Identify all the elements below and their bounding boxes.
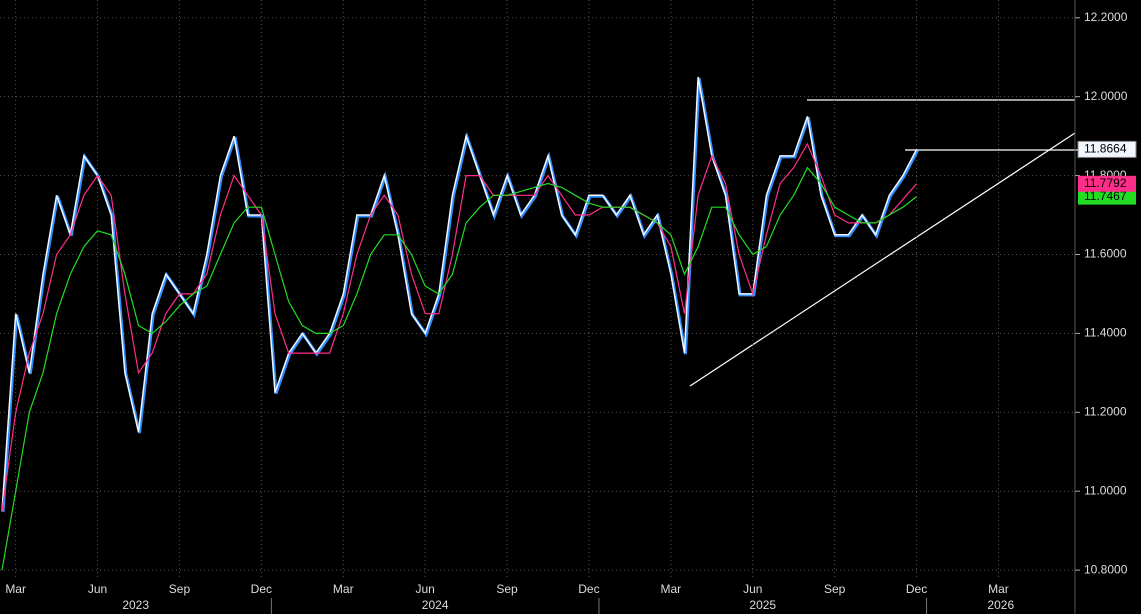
last-value-label: 11.7467 <box>1084 189 1127 203</box>
y-tick-label: 12.0000 <box>1084 89 1128 103</box>
year-label: 2026 <box>987 598 1014 612</box>
price-shadow <box>1 77 919 513</box>
support-trendline <box>689 132 1076 387</box>
last-value-label: 11.7792 <box>1084 176 1127 190</box>
y-tick-label: 12.2000 <box>1084 10 1128 24</box>
price-line <box>1 76 918 511</box>
x-tick-label: Sep <box>496 582 518 596</box>
x-tick-label: Mar <box>5 582 26 596</box>
y-tick-label: 11.2000 <box>1084 404 1127 418</box>
x-tick-label: Mar <box>661 582 682 596</box>
last-value-tag <box>1078 175 1136 192</box>
y-tick-label: 10.8000 <box>1084 562 1128 576</box>
x-tick-label: Jun <box>743 582 762 596</box>
x-tick-label: Jun <box>415 582 434 596</box>
moving-average-line <box>1 142 918 511</box>
last-value-tag <box>1077 140 1137 158</box>
last-value-label: 11.8664 <box>1084 142 1127 156</box>
x-tick-label: Dec <box>251 582 272 596</box>
y-tick-label: 11.4000 <box>1084 326 1127 340</box>
moving-average-line <box>1 166 917 571</box>
x-tick-label: Mar <box>333 582 354 596</box>
x-tick-label: Jun <box>88 582 107 596</box>
x-tick-label: Sep <box>824 582 846 596</box>
last-value-tag <box>1078 188 1136 205</box>
year-label: 2024 <box>422 598 449 612</box>
x-tick-label: Mar <box>988 582 1009 596</box>
x-tick-label: Dec <box>578 582 599 596</box>
y-tick-label: 11.0000 <box>1084 483 1127 497</box>
y-tick-label: 11.6000 <box>1084 247 1127 261</box>
year-label: 2025 <box>749 598 776 612</box>
x-tick-label: Sep <box>169 582 191 596</box>
year-label: 2023 <box>122 598 149 612</box>
x-tick-label: Dec <box>906 582 927 596</box>
